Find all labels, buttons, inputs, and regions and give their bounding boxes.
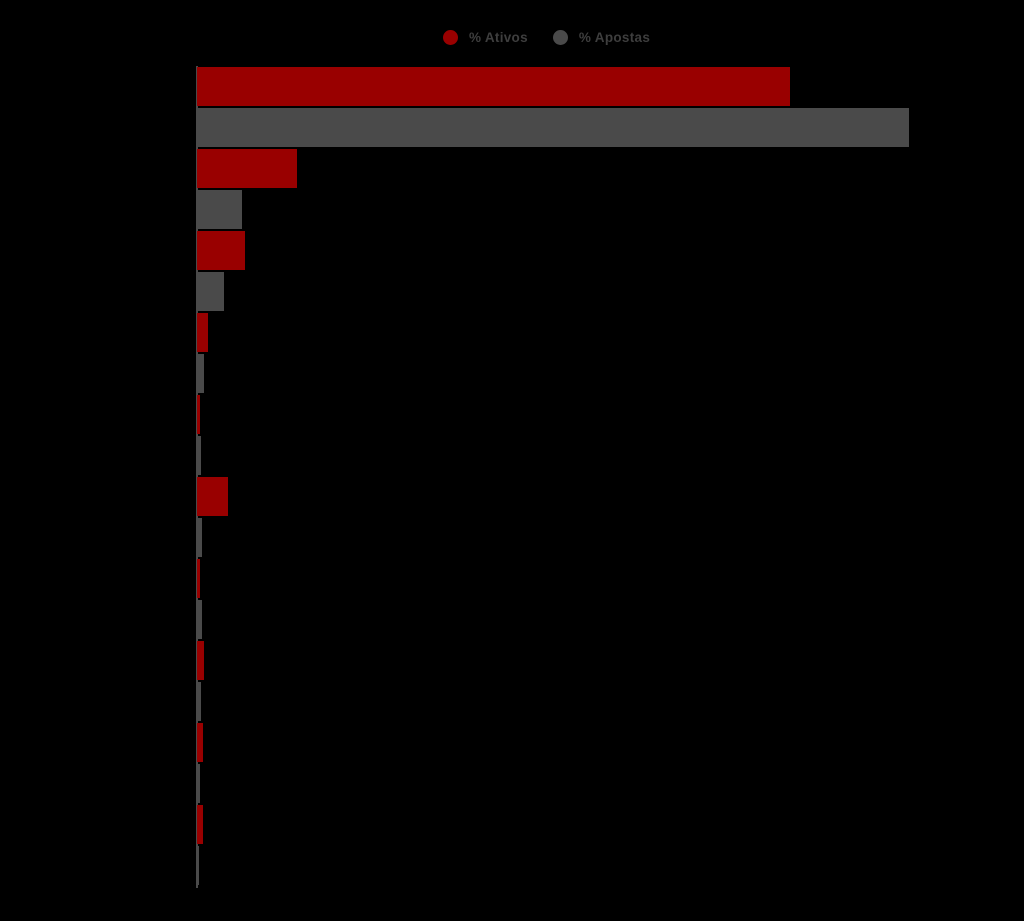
bar-apostas-3[interactable]: [197, 272, 224, 311]
bar-ativos-1[interactable]: [197, 67, 790, 106]
bar-apostas-6[interactable]: [197, 518, 202, 557]
bar-apostas-2[interactable]: [197, 190, 242, 229]
bar-apostas-1[interactable]: [197, 108, 910, 147]
bar-ativos-5[interactable]: [197, 395, 201, 434]
plot-area: [197, 67, 1009, 889]
bar-ativos-4[interactable]: [197, 313, 209, 352]
legend-item-apostas[interactable]: % Apostas: [552, 30, 651, 45]
bar-ativos-3[interactable]: [197, 231, 245, 270]
legend-item-ativos[interactable]: % Ativos: [443, 30, 528, 45]
bar-apostas-10[interactable]: [197, 846, 199, 885]
bar-apostas-7[interactable]: [197, 600, 202, 639]
legend-marker-ativos-icon: [443, 30, 458, 45]
bar-ativos-8[interactable]: [197, 641, 205, 680]
chart-legend: % Ativos % Apostas: [443, 30, 650, 45]
bar-ativos-2[interactable]: [197, 149, 297, 188]
legend-marker-apostas-icon: [552, 30, 568, 45]
bar-ativos-6[interactable]: [197, 477, 228, 516]
bar-apostas-4[interactable]: [197, 354, 205, 393]
bar-ativos-9[interactable]: [197, 723, 203, 762]
legend-label-apostas: % Apostas: [578, 30, 651, 45]
bar-apostas-5[interactable]: [197, 436, 202, 475]
bar-ativos-10[interactable]: [197, 805, 203, 844]
bar-apostas-8[interactable]: [197, 682, 202, 721]
legend-label-ativos: % Ativos: [469, 30, 528, 45]
bar-apostas-9[interactable]: [197, 764, 201, 803]
bar-ativos-7[interactable]: [197, 559, 201, 598]
